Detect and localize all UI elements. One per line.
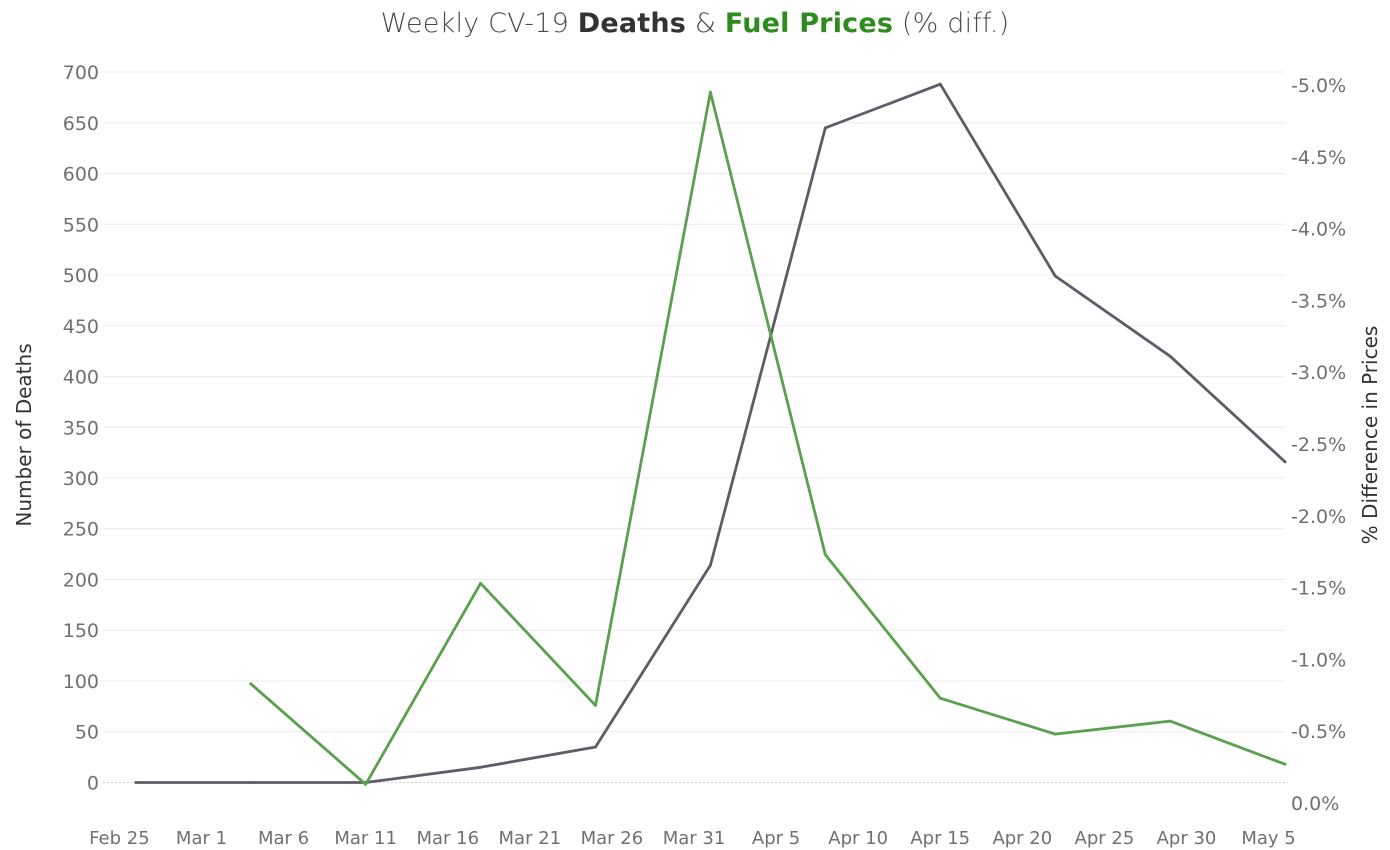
x-tick-label: Apr 25 xyxy=(1075,828,1135,849)
left-tick-label: 450 xyxy=(63,316,99,338)
x-tick-label: Mar 11 xyxy=(334,828,397,849)
right-tick-label: -4.5% xyxy=(1291,147,1346,169)
right-tick-label: -1.0% xyxy=(1291,649,1346,671)
fuel-prices-point xyxy=(709,90,712,94)
left-axis: 0 50 100 150 200 250 300 350 400 450 500 550 600 650 7… xyxy=(63,62,99,794)
deaths-point xyxy=(479,765,482,769)
fuel-prices-point xyxy=(823,553,827,556)
x-tick-label: May 5 xyxy=(1241,828,1295,849)
deaths-point xyxy=(1283,460,1287,464)
right-tick-label: -0.5% xyxy=(1291,721,1346,743)
deaths-point xyxy=(1168,354,1172,358)
left-tick-label: 300 xyxy=(63,468,99,490)
x-tick-label: Mar 6 xyxy=(258,828,309,849)
x-tick-label: Mar 21 xyxy=(499,828,562,849)
fuel-prices-point xyxy=(364,782,368,786)
series-lines xyxy=(134,82,1287,786)
deaths-point xyxy=(823,126,827,130)
right-tick-label: -2.5% xyxy=(1291,434,1346,456)
right-tick-label: -4.0% xyxy=(1291,219,1346,241)
fuel-prices-point xyxy=(479,581,482,585)
title-deaths: Deaths xyxy=(577,8,687,39)
deaths-point xyxy=(938,82,942,86)
title-part2: (% diff.) xyxy=(893,8,1010,39)
deaths-line xyxy=(134,82,1287,784)
fuel-prices-line xyxy=(249,90,1287,786)
right-tick-label: -3.5% xyxy=(1291,290,1346,312)
left-tick-label: 600 xyxy=(63,164,99,186)
left-tick-label: 50 xyxy=(75,722,99,744)
left-tick-label: 350 xyxy=(63,417,99,439)
right-tick-label: -3.0% xyxy=(1291,362,1346,384)
x-tick-label: Apr 10 xyxy=(828,828,888,849)
right-tick-label: -2.0% xyxy=(1291,506,1346,528)
left-tick-label: 0 xyxy=(87,772,99,794)
left-tick-label: 550 xyxy=(63,214,99,236)
deaths-point xyxy=(594,745,597,749)
x-tick-label: Mar 31 xyxy=(663,828,726,849)
x-tick-label: Apr 15 xyxy=(910,828,970,849)
left-tick-label: 150 xyxy=(63,620,99,642)
x-axis: Feb 25 Mar 1 Mar 6 Mar 11 Mar 16 Mar 21 Mar 26… xyxy=(89,828,1296,849)
left-tick-label: 500 xyxy=(63,265,99,287)
x-tick-label: Apr 20 xyxy=(992,828,1052,849)
deaths-point xyxy=(709,563,712,567)
fuel-prices-point xyxy=(938,696,942,700)
x-tick-label: Mar 16 xyxy=(416,828,479,849)
left-tick-label: 250 xyxy=(63,519,99,541)
x-tick-label: Apr 30 xyxy=(1157,828,1217,849)
right-axis-title: % Difference in Prices xyxy=(1358,326,1382,545)
x-tick-label: Apr 5 xyxy=(752,828,800,849)
right-tick-label: -1.5% xyxy=(1291,578,1346,600)
right-tick-label: -5.0% xyxy=(1291,75,1346,97)
left-tick-label: 200 xyxy=(63,569,99,591)
deaths-point xyxy=(1053,274,1057,278)
x-tick-label: Mar 26 xyxy=(581,828,644,849)
x-tick-label: Feb 25 xyxy=(89,828,150,849)
fuel-prices-point xyxy=(1283,762,1287,766)
fuel-prices-point xyxy=(594,703,597,707)
right-tick-label: 0.0% xyxy=(1291,793,1339,815)
left-tick-label: 400 xyxy=(63,367,99,389)
deaths-point xyxy=(249,781,253,784)
fuel-prices-point xyxy=(249,682,253,686)
title-fuel-prices: Fuel Prices xyxy=(724,8,894,39)
left-axis-title: Number of Deaths xyxy=(12,343,36,526)
left-tick-label: 650 xyxy=(63,113,99,135)
x-tick-label: Mar 1 xyxy=(176,828,227,849)
fuel-prices-point xyxy=(1053,732,1057,736)
right-axis: 0.0% -0.5% -1.0% -1.5% -2.0% -2.5% -3.0% -3.5% -… xyxy=(1291,75,1346,815)
title-part1: Weekly CV-19 xyxy=(380,8,578,39)
deaths-point xyxy=(134,781,138,784)
left-tick-label: 700 xyxy=(63,62,99,84)
fuel-prices-point xyxy=(1168,719,1172,723)
title-amp: & xyxy=(686,8,725,39)
left-tick-label: 100 xyxy=(63,671,99,693)
chart-title: Weekly CV-19 Deaths & Fuel Prices (% dif… xyxy=(0,8,1390,39)
